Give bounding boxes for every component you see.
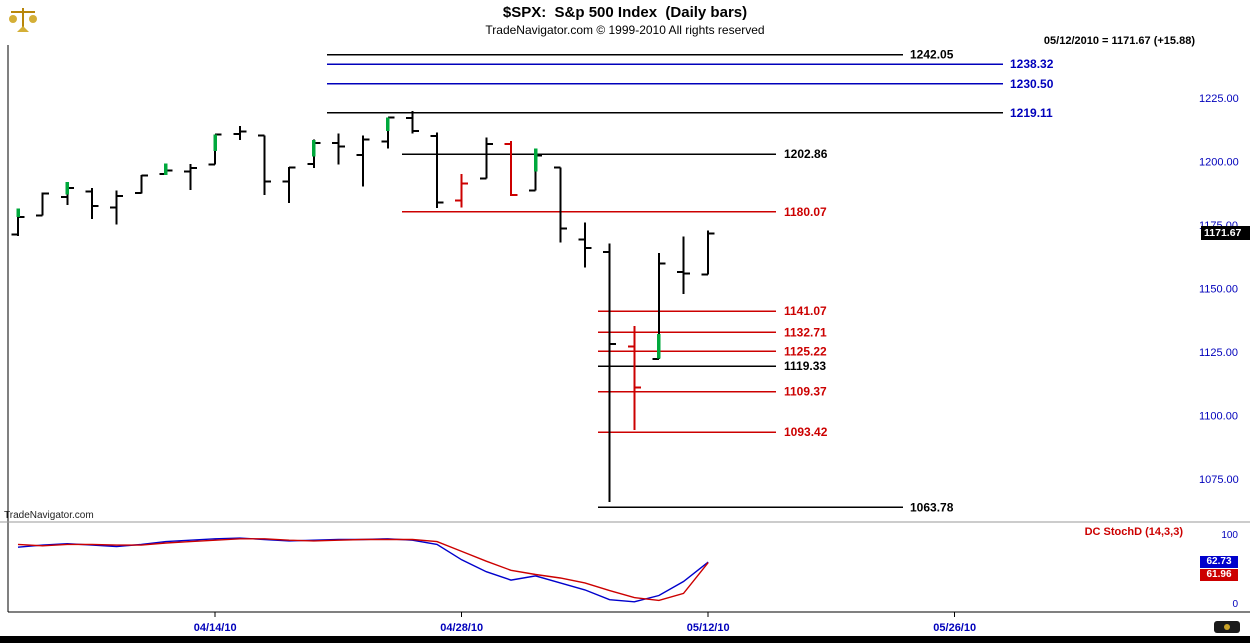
level-label: 1119.33 [784,359,826,373]
copyright-line: TradeNavigator.com © 1999-2010 All right… [485,23,765,37]
level-label: 1109.37 [784,385,827,399]
stoch-fast-value-badge: 62.73 [1200,556,1238,568]
date-axis-label: 05/26/10 [933,622,976,634]
tradenavigator-logo-icon [9,8,37,32]
stoch-axis-0: 0 [1232,599,1238,610]
bottom-border-bar [0,636,1250,643]
price-axis-label: 1125.00 [1199,347,1238,359]
quote-readout: 05/12/2010 = 1171.67 (+15.88) [1043,35,1195,47]
level-label: 1242.05 [910,48,954,62]
corner-grip-icon[interactable] [1214,621,1240,633]
current-price-badge: 1171.67 [1201,226,1250,240]
corner-grip-dot-icon [1224,624,1230,630]
stoch-line-slow [17,538,709,602]
stoch-line-fast [17,537,709,603]
level-label: 1132.71 [784,325,827,339]
price-axis-label: 1075.00 [1199,474,1239,486]
level-label: 1238.32 [1010,57,1054,71]
level-label: 1063.78 [910,500,954,514]
level-label: 1141.07 [784,304,827,318]
price-axis-label: 1200.00 [1199,156,1239,168]
level-label: 1219.11 [1010,106,1053,120]
date-axis-label: 04/28/10 [440,622,483,634]
date-axis-label: 04/14/10 [194,622,237,634]
level-label: 1093.42 [784,425,828,439]
price-axis-label: 1225.00 [1199,93,1239,105]
level-label: 1125.22 [784,344,827,358]
chart-watermark: TradeNavigator.com [4,510,94,521]
level-label: 1230.50 [1010,77,1054,91]
level-label: 1202.86 [784,147,828,161]
stoch-axis-100: 100 [1221,530,1238,541]
stoch-slow-value-badge: 61.96 [1200,569,1238,581]
price-axis-label: 1100.00 [1199,410,1238,422]
date-axis-label: 05/12/10 [687,622,730,634]
indicator-name-label: DC StochD (14,3,3) [1084,526,1183,538]
page-title: $SPX: S&p 500 Index (Daily bars) [502,4,748,21]
price-axis-label: 1150.00 [1199,283,1238,295]
level-label: 1180.07 [784,205,827,219]
